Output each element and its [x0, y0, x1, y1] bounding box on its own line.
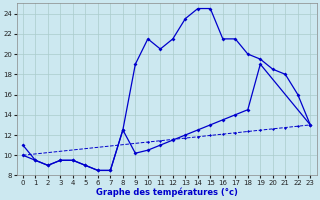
X-axis label: Graphe des températures (°c): Graphe des températures (°c): [96, 187, 237, 197]
